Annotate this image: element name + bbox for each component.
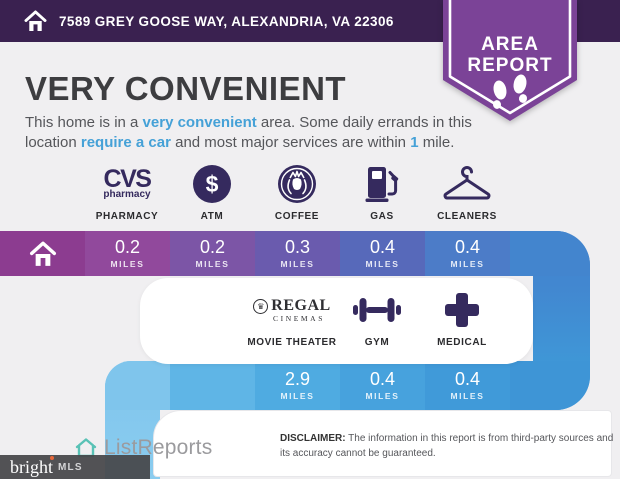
ribbon-home-cell: [0, 231, 85, 276]
distance-cell: 0.2 MILES: [170, 231, 255, 276]
starbucks-logo: [278, 165, 316, 203]
cvs-wordmark: CVS: [103, 164, 152, 193]
distance-cell: 0.3 MILES: [255, 231, 340, 276]
amenity-pharmacy: CVS pharmacy PHARMACY: [77, 162, 177, 222]
bright-mls-logo: bright MLS: [0, 455, 150, 479]
bright-wordmark: bright: [10, 455, 54, 478]
badge-line1: AREA: [481, 34, 539, 55]
distance-unit: MILES: [365, 391, 400, 401]
desc-highlight: very convenient: [142, 114, 257, 131]
description-line1: This home is in a very convenient area. …: [25, 113, 475, 133]
mls-text: MLS: [58, 461, 83, 473]
home-icon: [24, 10, 47, 32]
amenity-label: COFFEE: [274, 211, 320, 222]
distance-unit: MILES: [195, 259, 230, 269]
distance-cell: 0.4 MILES: [425, 361, 510, 410]
distance-value: 0.3: [284, 237, 311, 257]
amenity-coffee: COFFEE: [247, 162, 347, 222]
regal-cinemas-logo: ♛ REGAL CINEMAS: [242, 288, 342, 332]
amenity-cleaners: CLEANERS: [417, 162, 517, 222]
bright-text: bright: [10, 456, 53, 477]
ribbon-filler: [170, 361, 255, 410]
distance-unit: MILES: [110, 259, 145, 269]
regal-crown-mark: ♛: [253, 298, 269, 314]
desc-highlight: 1: [410, 134, 419, 152]
desc-text: mile.: [418, 134, 455, 152]
amenity-label: ATM: [200, 211, 224, 222]
distance-value: 0.4: [454, 237, 481, 257]
regal-cinemas-text: CINEMAS: [273, 314, 325, 323]
desc-text: location: [25, 134, 81, 152]
amenity-label: GYM: [364, 337, 390, 348]
distance-unit: MILES: [365, 259, 400, 269]
amenity-label: PHARMACY: [95, 211, 159, 222]
amenity-movie-theater: ♛ REGAL CINEMAS MOVIE THEATER: [242, 288, 342, 348]
badge-line2: REPORT: [467, 55, 552, 76]
distance-value: 0.2: [114, 237, 141, 257]
amenity-gas: GAS: [332, 162, 432, 222]
amenity-label: MOVIE THEATER: [247, 337, 337, 348]
amenity-gym: GYM: [327, 288, 427, 348]
ribbon-filler: [510, 361, 590, 410]
distance-value: 0.4: [369, 237, 396, 257]
desc-text: This home is in a: [25, 114, 143, 131]
distance-cell: 2.9 MILES: [255, 361, 340, 410]
home-icon: [29, 241, 56, 266]
amenity-atm: $ ATM: [162, 162, 262, 222]
description-line2: location require a car and most major se…: [25, 133, 475, 153]
distance-value: 0.4: [454, 369, 481, 389]
distance-unit: MILES: [280, 259, 315, 269]
disclaimer-body: The information in this report is from t…: [280, 433, 614, 459]
distance-cell: 0.4 MILES: [340, 361, 425, 410]
distance-ribbon-row1: 0.2 MILES 0.2 MILES 0.3 MILES 0.4 MILES …: [0, 231, 590, 276]
distance-value: 2.9: [284, 369, 311, 389]
dollar-sign: $: [205, 170, 219, 197]
regal-wordmark: REGAL: [271, 297, 331, 314]
distance-cell: 0.4 MILES: [425, 231, 510, 276]
amenity-label: CLEANERS: [437, 211, 497, 222]
disclaimer-label: DISCLAIMER:: [280, 433, 346, 444]
distance-ribbon-row2: 2.9 MILES 0.4 MILES 0.4 MILES: [105, 361, 590, 410]
distance-value: 0.4: [369, 369, 396, 389]
desc-highlight: require a car: [80, 134, 171, 152]
distance-cell: 0.2 MILES: [85, 231, 170, 276]
amenity-label: MEDICAL: [437, 337, 487, 348]
desc-text: area. Some daily errands in this: [256, 114, 472, 131]
gas-pump-icon: [365, 167, 399, 202]
distance-unit: MILES: [450, 259, 485, 269]
medical-cross-icon: [445, 293, 479, 327]
walkability-title: VERY CONVENIENT: [25, 70, 347, 107]
listreports-logo: ListReports: [74, 436, 212, 460]
distance-unit: MILES: [280, 391, 315, 401]
ribbon-filler: [510, 231, 590, 276]
walkability-description: This home is in a very convenient area. …: [25, 113, 475, 154]
distance-value: 0.2: [199, 237, 226, 257]
amenity-label: GAS: [370, 211, 394, 222]
property-address: 7589 GREY GOOSE WAY, ALEXANDRIA, VA 2230…: [59, 13, 394, 29]
cvs-pharmacy-logo: CVS pharmacy: [77, 162, 177, 206]
bright-orange-dot: [50, 455, 54, 460]
desc-text: and most major services are within: [170, 134, 411, 152]
amenity-medical: MEDICAL: [412, 288, 512, 348]
area-report-badge: AREA REPORT: [443, 0, 577, 121]
amenity-card-row2: ♛ REGAL CINEMAS MOVIE THEATER GYM: [140, 278, 533, 364]
distance-unit: MILES: [450, 391, 485, 401]
hanger-icon: [443, 166, 491, 200]
dumbbell-icon: [353, 298, 401, 322]
disclaimer-text: DISCLAIMER: The information in this repo…: [280, 432, 616, 461]
listreports-wordmark: ListReports: [104, 436, 213, 459]
disclaimer-card: DISCLAIMER: The information in this repo…: [153, 410, 613, 477]
distance-cell: 0.4 MILES: [340, 231, 425, 276]
dollar-atm-icon: $: [193, 165, 231, 203]
ribbon-filler: [105, 361, 170, 410]
footprints-icon: [492, 74, 528, 109]
cvs-pharmacy-text: pharmacy: [103, 188, 151, 200]
